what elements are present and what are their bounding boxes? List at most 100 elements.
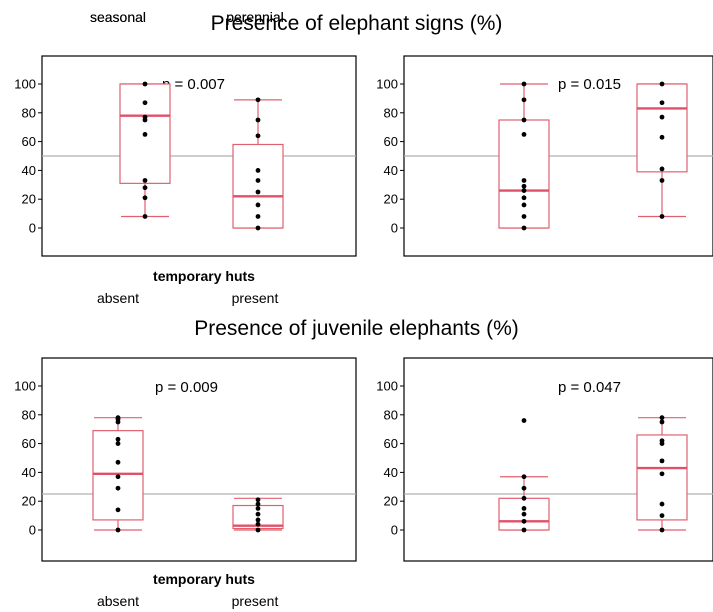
data-point (521, 195, 527, 201)
data-point (521, 178, 527, 183)
data-point (521, 117, 527, 123)
y-tick-label: 60 (384, 436, 398, 451)
data-point (659, 513, 665, 518)
plot-frame (403, 357, 713, 562)
y-tick-label: 60 (384, 134, 398, 149)
data-point (142, 178, 148, 183)
data-point (521, 214, 527, 219)
data-point (659, 81, 665, 87)
category-label: seasonal (90, 9, 146, 25)
y-tick-label: 100 (376, 77, 398, 92)
data-point (115, 415, 121, 421)
data-point (659, 527, 665, 533)
plot-frame (41, 357, 357, 562)
data-point (659, 415, 665, 421)
data-point (521, 485, 527, 491)
y-tick-label: 80 (22, 407, 36, 422)
data-point (142, 214, 148, 219)
y-tick-label: 20 (384, 192, 398, 207)
category-label: seasonal (90, 9, 146, 25)
group-label: temporary huts (153, 571, 255, 587)
data-point (659, 178, 665, 183)
category-label: absent (97, 593, 139, 609)
category-label: perennial (226, 9, 284, 25)
box-iqr (636, 434, 688, 521)
y-tick-label: 0 (391, 523, 398, 538)
data-point (115, 474, 121, 480)
y-tick-label: 20 (384, 494, 398, 509)
category-label: perennial (226, 9, 284, 25)
data-point (142, 195, 148, 201)
data-point (521, 527, 527, 533)
data-point (115, 441, 121, 446)
data-point (255, 506, 261, 511)
data-point (255, 501, 261, 507)
y-tick-label: 0 (29, 221, 36, 236)
y-tick-label: 20 (22, 494, 36, 509)
data-point (255, 521, 261, 527)
y-tick-label: 40 (384, 465, 398, 480)
data-point (142, 100, 148, 106)
y-tick-label: 80 (384, 105, 398, 120)
data-point (115, 459, 121, 465)
data-point (521, 132, 527, 137)
data-point (115, 507, 121, 513)
category-label: absent (97, 290, 139, 306)
data-point (521, 495, 527, 501)
data-point (255, 189, 261, 195)
data-point (255, 168, 261, 173)
p-value-label: p = 0.007 (162, 76, 225, 93)
data-point (659, 134, 665, 140)
data-point (255, 511, 261, 517)
p-value-label: p = 0.015 (558, 76, 621, 93)
data-point (115, 436, 121, 442)
data-point (142, 81, 148, 87)
data-point (659, 438, 665, 444)
data-point (255, 178, 261, 183)
category-label: present (232, 290, 279, 306)
data-point (659, 458, 665, 464)
data-point (521, 506, 527, 511)
p-value-label: p = 0.009 (155, 379, 218, 396)
data-point (659, 471, 665, 477)
data-point (659, 100, 665, 106)
data-point (521, 518, 527, 524)
y-tick-label: 40 (22, 465, 36, 480)
data-point (255, 527, 261, 533)
data-point (521, 81, 527, 87)
y-tick-label: 100 (14, 379, 36, 394)
data-point (255, 225, 261, 231)
data-point (521, 511, 527, 517)
category-label: present (232, 593, 279, 609)
p-value-label: p = 0.047 (558, 379, 621, 396)
data-point (142, 114, 148, 120)
data-point (659, 419, 665, 425)
y-tick-label: 60 (22, 436, 36, 451)
box-iqr (636, 83, 688, 173)
y-tick-label: 20 (22, 192, 36, 207)
y-tick-label: 60 (22, 134, 36, 149)
data-point (255, 517, 261, 523)
data-point (521, 202, 527, 208)
data-point (115, 527, 121, 533)
data-point (115, 485, 121, 491)
y-tick-label: 100 (376, 379, 398, 394)
section-title-signs: Presence of elephant signs (%) (210, 12, 503, 35)
y-tick-label: 100 (14, 77, 36, 92)
data-point (659, 114, 665, 120)
data-point (659, 166, 665, 172)
data-point (255, 133, 261, 139)
y-tick-label: 80 (384, 407, 398, 422)
data-point (521, 183, 527, 189)
data-point (521, 188, 527, 193)
data-point (255, 117, 261, 123)
data-point (142, 132, 148, 137)
y-tick-label: 40 (22, 163, 36, 178)
group-label: temporary huts (153, 268, 255, 284)
data-point (659, 214, 665, 219)
data-point (255, 97, 261, 103)
section-title-juveniles: Presence of juvenile elephants (%) (194, 317, 519, 340)
y-tick-label: 0 (391, 221, 398, 236)
data-point (521, 97, 527, 103)
